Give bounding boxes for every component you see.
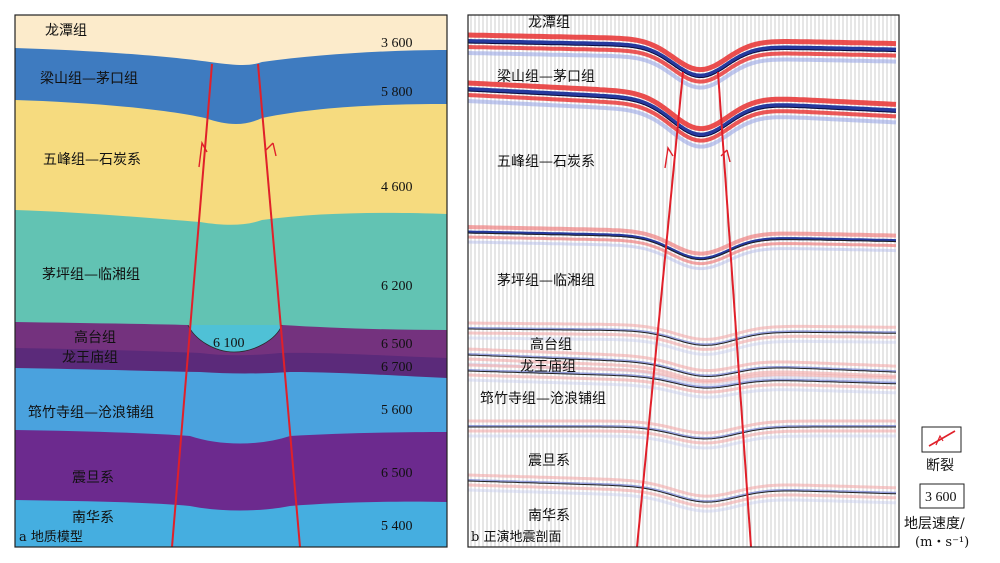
fault-arrow-up-icon	[664, 146, 674, 169]
label-sinian: 震旦系	[528, 453, 570, 469]
legend-velocity-box	[919, 483, 965, 509]
label-maoping-linxiang: 茅坪组—临湘组	[497, 273, 595, 289]
velocity-lens: 6 100	[213, 336, 245, 351]
panel-b-frame	[467, 14, 900, 548]
label-liangshan-maokou: 梁山组—茅口组	[497, 69, 595, 85]
label-qiongzhusi-canglangpu: 筇竹寺组—沧浪铺组	[28, 404, 154, 421]
label-sinian: 震旦系	[72, 470, 114, 486]
label-liangshan-maokou: 梁山组—茅口组	[40, 71, 138, 87]
panel-a-frame	[14, 14, 448, 548]
seismic-section-panel: 龙潭组 梁山组—茅口组 五峰组—石炭系 茅坪组—临湘组 高台组 龙王庙组 筇竹寺…	[468, 14, 899, 547]
velocity-liangshan-maokou: 5 800	[381, 85, 413, 100]
label-longtan: 龙潭组	[45, 22, 87, 39]
lens-body	[188, 325, 282, 352]
label-qiongzhusi-canglangpu: 筇竹寺组—沧浪铺组	[480, 390, 606, 407]
label-gaotai: 高台组	[530, 336, 572, 353]
caption-panel-a: a 地质模型	[19, 530, 83, 545]
label-longwangmiao: 龙王庙组	[520, 359, 576, 375]
caption-panel-b: b 正演地震剖面	[471, 529, 561, 545]
label-wufeng-carboniferous: 五峰组—石炭系	[43, 152, 141, 168]
fault-line-right	[257, 63, 301, 547]
label-longwangmiao: 龙王庙组	[62, 350, 118, 366]
velocity-longtan: 3 600	[381, 36, 413, 51]
fault-arrow-down-icon	[265, 142, 277, 157]
velocity-nanhua: 5 400	[381, 519, 413, 534]
label-longtan: 龙潭组	[528, 14, 570, 31]
velocity-longwangmiao: 6 700	[381, 360, 413, 375]
legend-fault-label: 断裂	[926, 458, 954, 474]
label-nanhua: 南华系	[72, 510, 114, 526]
velocity-wufeng-carboniferous: 4 600	[381, 180, 413, 195]
legend: 断裂 3 600 地层速度/ (m・s⁻¹)	[904, 426, 969, 550]
geological-model-panel: 龙潭组 梁山组—茅口组 五峰组—石炭系 茅坪组—临湘组 高台组 龙王庙组 筇竹寺…	[15, 15, 447, 547]
label-wufeng-carboniferous: 五峰组—石炭系	[497, 154, 595, 170]
velocity-maoping-linxiang: 6 200	[381, 279, 413, 294]
layer-nanhua	[15, 500, 447, 547]
label-maoping-linxiang: 茅坪组—临湘组	[42, 267, 140, 283]
label-gaotai: 高台组	[74, 329, 116, 346]
legend-velocity-sample: 3 600	[925, 490, 957, 505]
fault-line-left	[171, 63, 213, 547]
legend-velocity-label: 地层速度/	[904, 516, 965, 532]
label-nanhua: 南华系	[528, 508, 570, 524]
fault-arrow-up-icon	[198, 140, 208, 168]
velocity-qiongzhusi-canglangpu: 5 600	[381, 403, 413, 418]
legend-velocity-unit: (m・s⁻¹)	[915, 535, 969, 550]
velocity-gaotai: 6 500	[381, 337, 413, 352]
fault-line-right	[717, 71, 752, 547]
velocity-sinian: 6 500	[381, 466, 413, 481]
fault-arrow-down-icon	[720, 149, 731, 163]
fault-line-left	[636, 71, 684, 547]
